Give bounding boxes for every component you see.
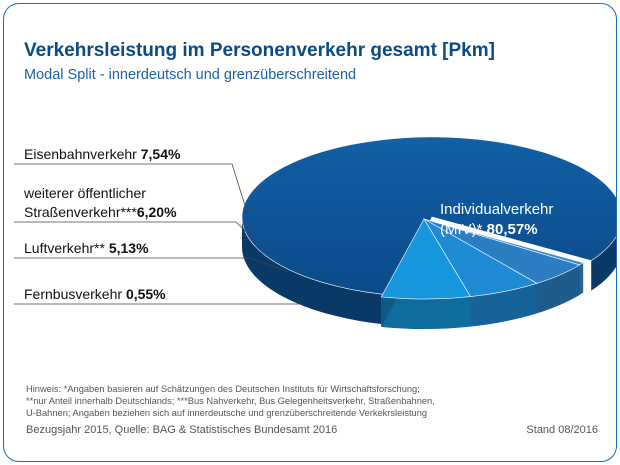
label-miv-line2: (MIV)* 80,57% bbox=[440, 221, 538, 238]
chart-subtitle: Modal Split - innerdeutsch und grenzüber… bbox=[24, 67, 357, 83]
label-strassen-line2: Straßenverkehr***6,20% bbox=[24, 204, 177, 220]
label-strassen-line1: weiterer öffentlicher bbox=[23, 185, 146, 201]
footnote-line: Hinweis: *Angaben basieren auf Schätzung… bbox=[26, 384, 420, 394]
leader-line-strassen-diag bbox=[235, 221, 263, 248]
pie-slice-side bbox=[579, 262, 584, 295]
pie-slice-side bbox=[470, 283, 537, 327]
pie-slice-side bbox=[591, 236, 616, 291]
footnote-line: **nur Anteil innerhalb Deutschlands; ***… bbox=[26, 396, 435, 406]
label-fernbus: Fernbusverkehr 0,55% bbox=[24, 286, 166, 302]
label-miv-line1: Individualverkehr bbox=[440, 201, 553, 218]
leader-line-luft-diag bbox=[249, 257, 289, 273]
footnotes: Hinweis: *Angaben basieren auf Schätzung… bbox=[26, 383, 435, 419]
pie-slice-side bbox=[242, 217, 390, 325]
chart-title: Verkehrsleistung im Personenverkehr gesa… bbox=[24, 40, 495, 61]
pie-chart: Eisenbahnverkehr 7,54% weiterer öffentli… bbox=[14, 136, 616, 330]
label-eisenbahn: Eisenbahnverkehr 7,54% bbox=[24, 146, 181, 162]
footnote-line: U-Bahnen; Angaben beziehen sich auf inne… bbox=[26, 408, 428, 418]
pie-slice-side bbox=[381, 296, 471, 330]
stand-date: Stand 08/2016 bbox=[526, 424, 598, 436]
pie-slice-4 bbox=[380, 218, 471, 300]
source-text: Bezugsjahr 2015, Quelle: BAG & Statistis… bbox=[26, 424, 338, 436]
label-luft: Luftverkehr** 5,13% bbox=[24, 240, 149, 256]
pie-slice-0 bbox=[241, 136, 616, 296]
leader-line-eisenbahn-diag bbox=[231, 163, 248, 213]
chart-card: Verkehrsleistung im Personenverkehr gesa… bbox=[3, 3, 617, 462]
pie-slice-side bbox=[536, 264, 580, 314]
